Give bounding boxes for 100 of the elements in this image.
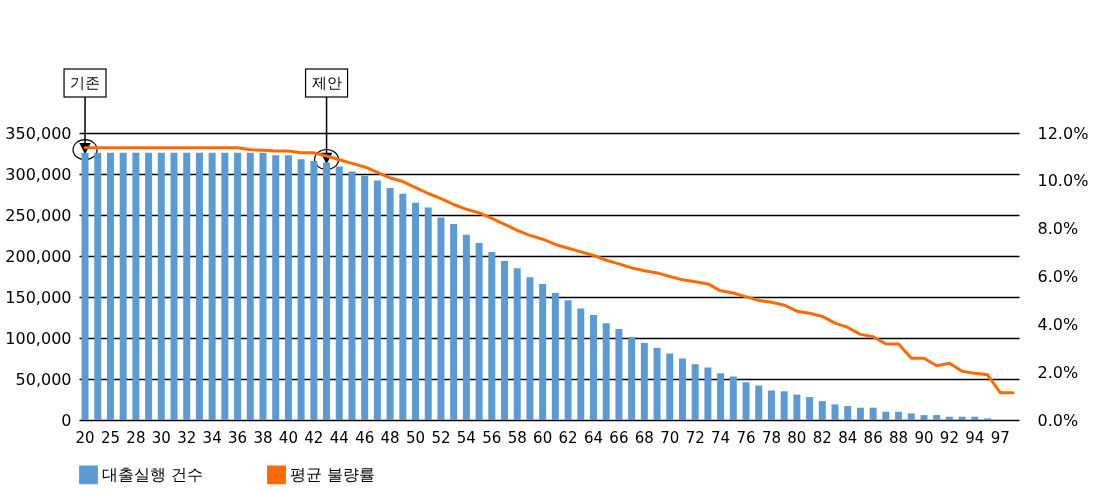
bar xyxy=(882,411,890,420)
bar xyxy=(373,180,381,420)
x-tick-label: 54 xyxy=(456,428,476,447)
bar xyxy=(145,152,153,420)
bar xyxy=(297,159,305,420)
x-tick-label: 20 xyxy=(75,428,95,447)
y-tick-label: 250,000 xyxy=(5,205,72,225)
bar xyxy=(589,315,597,420)
bar xyxy=(119,152,127,420)
x-tick-label: 30 xyxy=(151,428,171,447)
x-tick-label: 74 xyxy=(711,428,731,447)
y2-tick-label: 0.0% xyxy=(1037,410,1079,430)
x-tick-label: 58 xyxy=(507,428,527,447)
x-tick-label: 82 xyxy=(812,428,832,447)
x-tick-label: 68 xyxy=(634,428,654,447)
x-tick-label: 42 xyxy=(304,428,324,447)
x-tick-label: 52 xyxy=(431,428,451,447)
bar xyxy=(856,407,864,420)
x-tick-label: 25 xyxy=(100,428,121,447)
bar xyxy=(183,152,191,420)
bar xyxy=(806,397,814,420)
x-tick-label: 28 xyxy=(126,428,146,447)
bar xyxy=(195,152,203,420)
bar xyxy=(284,155,292,420)
bar xyxy=(157,152,165,420)
y-tick-label: 0 xyxy=(61,410,72,430)
x-tick-label: 34 xyxy=(202,428,222,447)
bar xyxy=(628,337,636,420)
bar xyxy=(564,300,572,420)
bar xyxy=(437,217,445,420)
bar xyxy=(818,401,826,420)
x-tick-label: 64 xyxy=(583,428,604,447)
bar xyxy=(424,207,432,420)
bar xyxy=(221,152,229,420)
bar xyxy=(170,152,178,420)
bar xyxy=(246,152,254,420)
bar xyxy=(488,251,496,420)
y-tick-label: 50,000 xyxy=(15,369,72,389)
bar xyxy=(691,364,699,420)
x-tick-label: 50 xyxy=(405,428,426,447)
bar xyxy=(767,390,775,420)
bar xyxy=(551,292,559,420)
x-tick-label: 86 xyxy=(863,428,883,447)
y2-tick-label: 12.0% xyxy=(1037,123,1089,143)
bar xyxy=(666,353,674,420)
bar xyxy=(844,406,852,420)
x-tick-label: 48 xyxy=(380,428,400,447)
bar xyxy=(208,152,216,420)
bar xyxy=(462,234,470,420)
x-tick-label: 90 xyxy=(914,428,934,447)
bar xyxy=(361,175,369,420)
bar xyxy=(526,277,534,420)
bar xyxy=(501,260,509,420)
x-tick-label: 44 xyxy=(329,428,349,447)
legend-label: 평균 불량률 xyxy=(290,464,376,484)
bar xyxy=(869,407,877,420)
bar xyxy=(348,171,356,420)
x-tick-label: 72 xyxy=(685,428,705,447)
annotation: 제안 xyxy=(311,74,342,92)
y-tick-label: 300,000 xyxy=(5,164,72,184)
y2-tick-label: 6.0% xyxy=(1037,267,1079,286)
bar xyxy=(640,342,648,420)
bar xyxy=(653,347,661,420)
x-tick-label: 66 xyxy=(609,428,629,447)
y-tick-label: 200,000 xyxy=(5,246,72,266)
bar xyxy=(310,160,318,420)
bar xyxy=(399,193,407,420)
x-tick-label: 94 xyxy=(965,428,985,447)
annotation: 기존 xyxy=(70,74,101,92)
bar xyxy=(920,415,928,420)
bar xyxy=(704,367,712,420)
legend-label: 대출실행 건수 xyxy=(102,464,204,484)
bar xyxy=(717,373,725,420)
bar xyxy=(933,415,941,420)
bar xyxy=(971,416,979,420)
x-tick-label: 80 xyxy=(787,428,807,447)
x-tick-label: 84 xyxy=(838,428,858,447)
bar xyxy=(615,328,623,420)
bar xyxy=(793,394,801,420)
x-tick-label: 36 xyxy=(228,428,248,447)
bar xyxy=(335,166,343,420)
bar xyxy=(729,376,737,420)
y2-tick-label: 8.0% xyxy=(1037,219,1079,239)
bar xyxy=(895,411,903,420)
x-tick-label: 70 xyxy=(660,428,680,447)
x-tick-label: 56 xyxy=(482,428,502,447)
x-tick-label: 92 xyxy=(939,428,959,447)
bar xyxy=(780,391,788,420)
bar xyxy=(234,152,242,420)
y-tick-label: 350,000 xyxy=(5,123,72,143)
y2-tick-label: 10.0% xyxy=(1037,171,1089,191)
bar xyxy=(513,268,521,420)
y-tick-label: 100,000 xyxy=(5,328,72,348)
y2-tick-label: 4.0% xyxy=(1037,314,1079,334)
bar xyxy=(678,358,686,420)
x-tick-label: 38 xyxy=(253,428,273,447)
bar xyxy=(958,416,966,420)
bar xyxy=(742,382,750,420)
bar xyxy=(450,224,458,420)
x-tick-label: 40 xyxy=(278,428,298,447)
